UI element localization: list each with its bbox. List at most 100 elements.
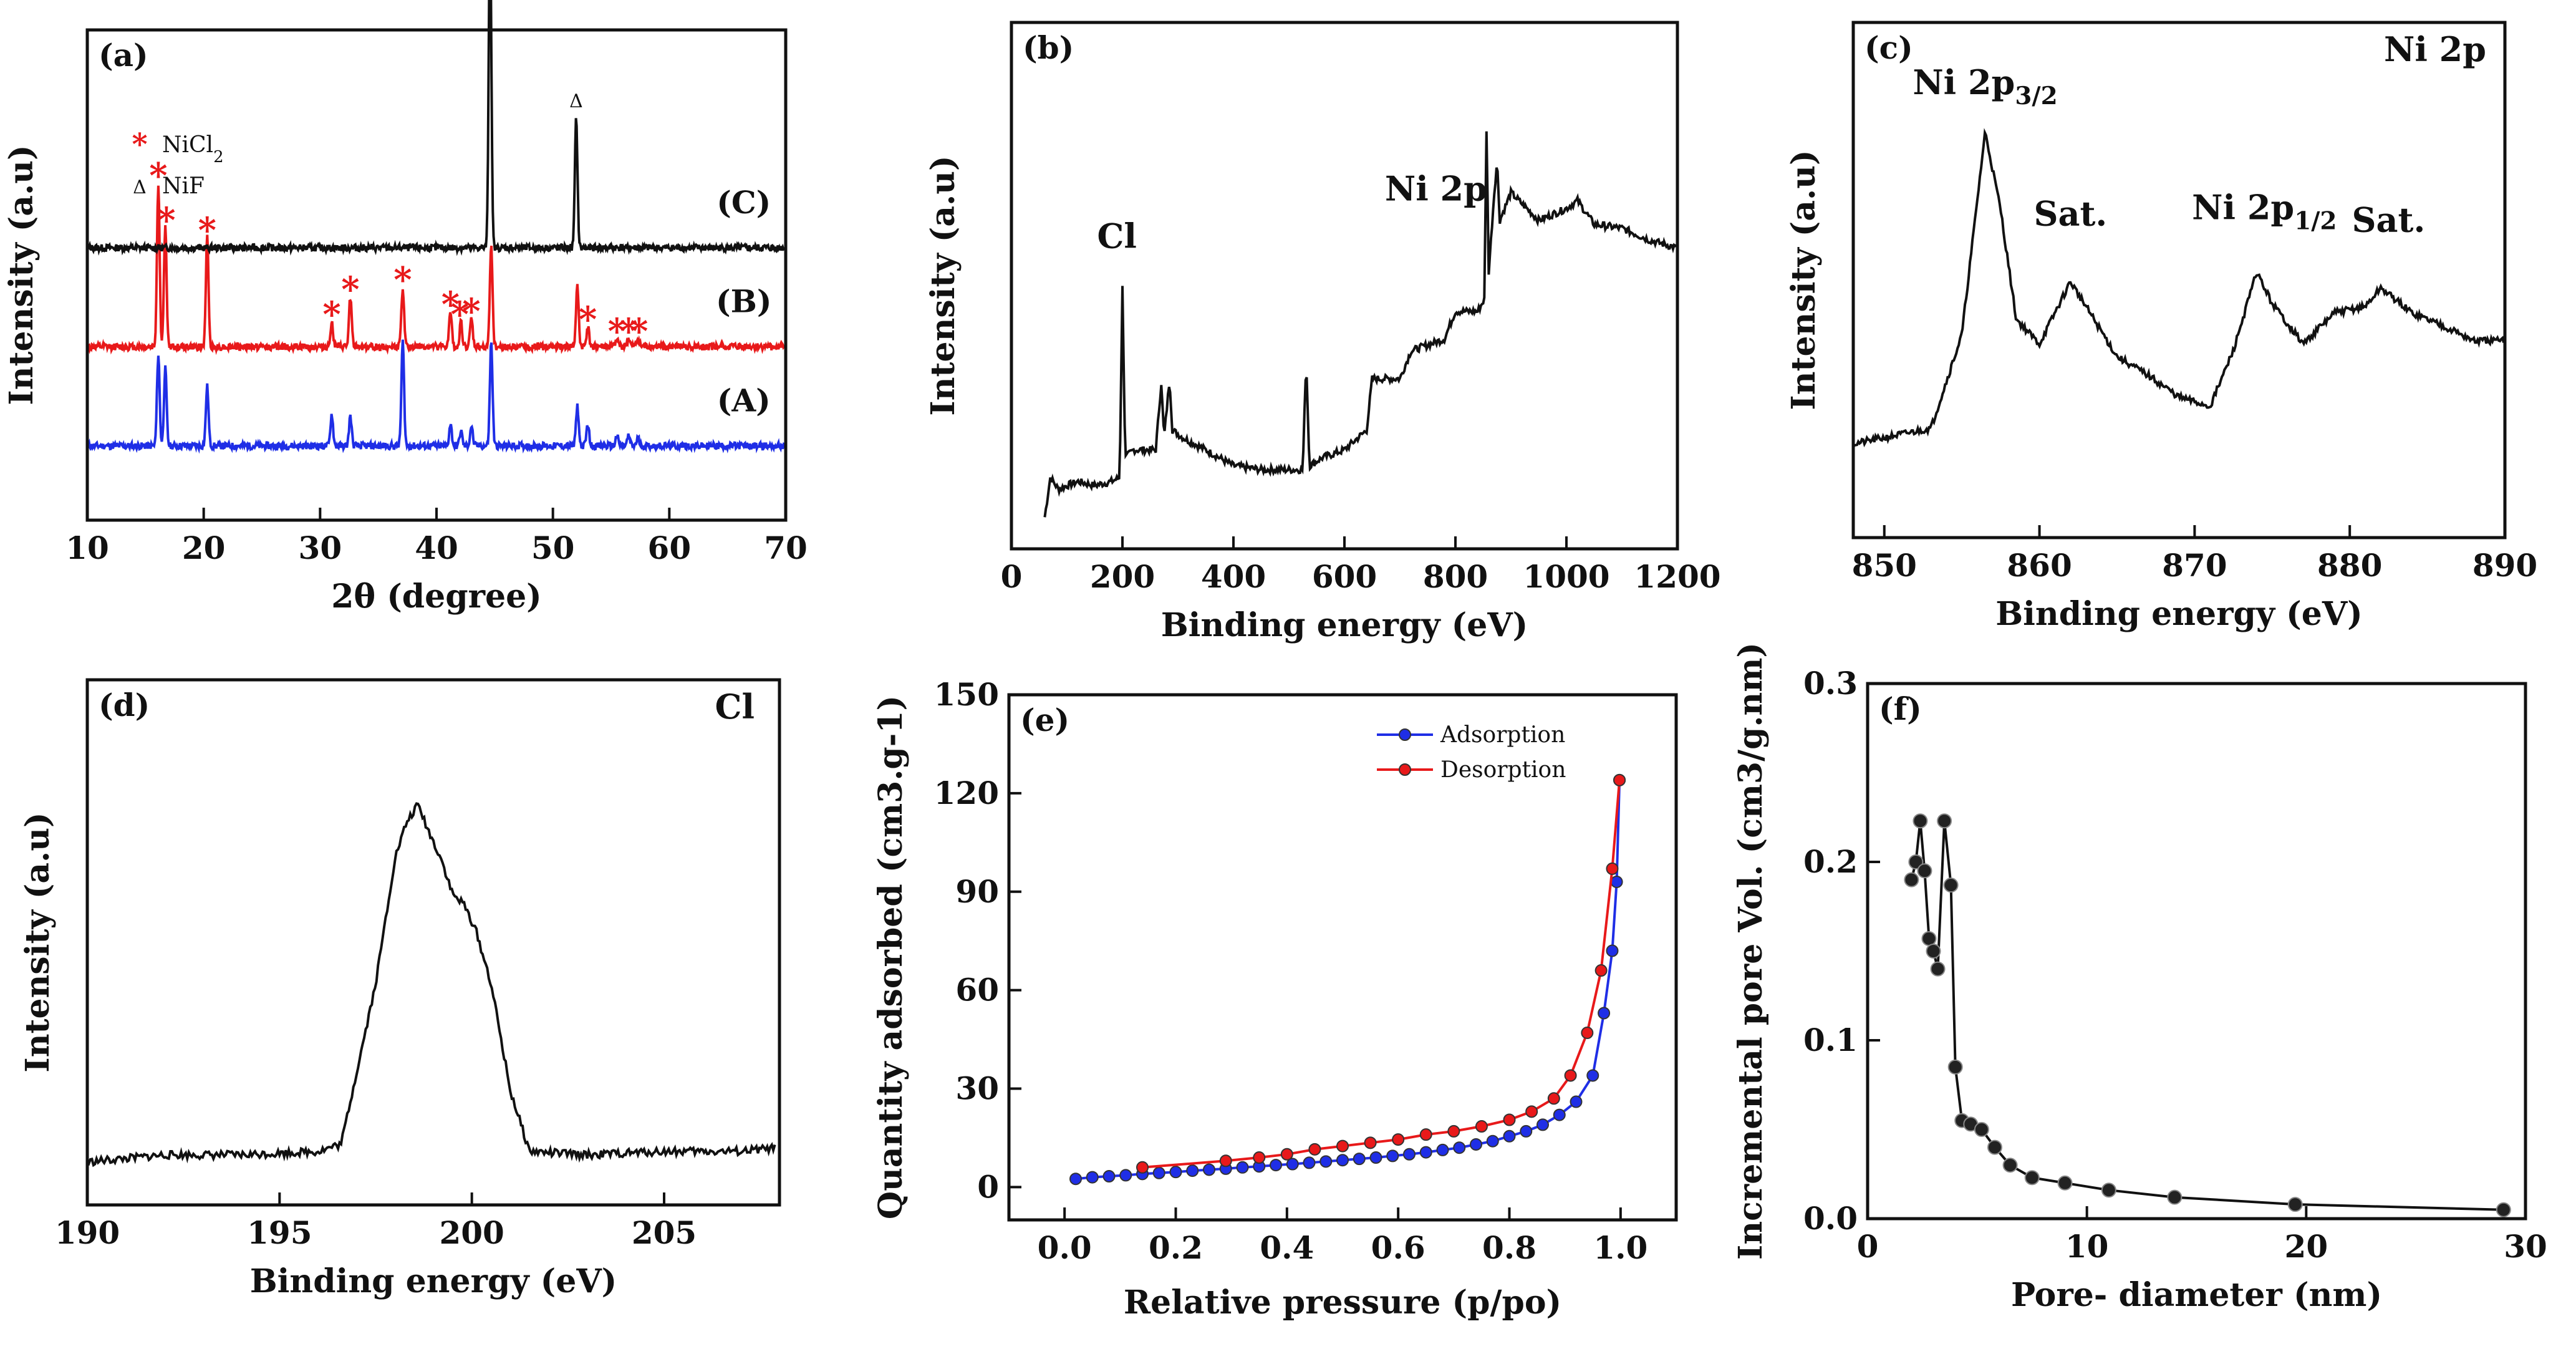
x-tick-label: 850 <box>1852 547 1917 584</box>
adsorption-point <box>1570 1095 1583 1108</box>
y-axis-title: Quantity adsorbed (cm3.g-1) <box>872 695 910 1219</box>
x-tick-label: 880 <box>2317 547 2382 584</box>
adsorption-point <box>1503 1129 1516 1143</box>
x-tick-label: 10 <box>65 530 109 566</box>
y-tick-label: 150 <box>934 676 999 713</box>
desorption-point <box>1581 1027 1594 1040</box>
adsorption-point <box>1203 1163 1215 1176</box>
pore-volume-point <box>1926 944 1941 959</box>
desorption-point <box>1447 1124 1460 1138</box>
nif-marker: Δ <box>569 90 583 112</box>
pore-volume-point <box>1917 863 1932 879</box>
legend-marker <box>1399 763 1411 776</box>
legend-nicl2-main: NiCl <box>162 132 213 158</box>
annotation-ni2p12-main: Ni 2p <box>2192 187 2294 227</box>
x-tick-label: 205 <box>632 1214 697 1251</box>
desorption-point <box>1503 1113 1516 1126</box>
panel-d-frame <box>85 678 781 1207</box>
annotation-sat: Sat. <box>2352 200 2426 239</box>
y-axis-title: Intensity (a.u) <box>924 155 962 415</box>
desorption-point <box>1564 1069 1577 1082</box>
x-tick-label: 1.0 <box>1593 1229 1647 1266</box>
legend-nicl2: NiCl2 <box>162 132 224 167</box>
nicl2-marker: * <box>198 210 216 251</box>
annotation-ni2p12-sub: 1/2 <box>2294 206 2337 235</box>
nicl2-marker: * <box>630 311 648 352</box>
desorption-point <box>1364 1136 1377 1149</box>
panel-e-frame <box>1007 693 1678 1222</box>
series-A-line <box>87 339 786 454</box>
desorption-point <box>1547 1092 1560 1105</box>
nicl2-marker: * <box>462 291 480 332</box>
x-tick-label: 0.4 <box>1260 1229 1314 1266</box>
legend-symbol: Δ <box>133 177 147 198</box>
adsorption-point <box>1586 1069 1599 1082</box>
y-axis-title: Intensity (a.u) <box>1785 150 1823 410</box>
y-axis-title: Intensity (a.u) <box>2 145 41 405</box>
adsorption-point <box>1336 1154 1349 1167</box>
pore-volume-point <box>1908 854 1924 869</box>
adsorption-point <box>1270 1159 1282 1172</box>
adsorption-point <box>1536 1118 1549 1131</box>
nicl2-marker: * <box>157 200 175 241</box>
adsorption-point <box>1169 1166 1182 1179</box>
pore-volume-point <box>1937 813 1952 829</box>
adsorption-point <box>1598 1007 1611 1020</box>
series-label: (B) <box>716 283 772 320</box>
desorption-point <box>1308 1143 1321 1156</box>
adsorption-point <box>1520 1124 1533 1138</box>
annotation-ni2p12: Ni 2p1/2 <box>2192 187 2337 235</box>
x-tick-label: 0.2 <box>1149 1229 1203 1266</box>
y-axis-title: Incremental pore Vol. (cm3/g.nm) <box>1732 642 1770 1260</box>
desorption-point <box>1594 964 1608 977</box>
adsorption-point <box>1369 1151 1382 1164</box>
pore-volume-point <box>1987 1139 2002 1155</box>
panel-label: (b) <box>1023 29 1074 66</box>
adsorption-point <box>1436 1143 1449 1156</box>
adsorption-point <box>1606 944 1619 957</box>
pore-volume-point <box>2002 1158 2018 1173</box>
desorption-point <box>1613 773 1626 786</box>
x-tick-label: 20 <box>2285 1228 2328 1265</box>
series-C-line <box>87 0 786 256</box>
desorption-point <box>1606 862 1619 875</box>
series-label: (C) <box>716 184 771 221</box>
desorption-point <box>1525 1105 1538 1118</box>
annotation-cl: Cl <box>1097 216 1137 256</box>
panel-f-frame <box>1866 682 2527 1221</box>
desorption-point <box>1475 1120 1488 1133</box>
adsorption-point <box>1486 1134 1499 1148</box>
pore-volume-point <box>2496 1202 2511 1217</box>
x-tick-label: 0.8 <box>1482 1229 1536 1266</box>
pore-volume-point <box>1904 872 1919 887</box>
adsorption-point <box>1186 1164 1199 1177</box>
x-tick-label: 20 <box>182 530 226 566</box>
desorption-point <box>1336 1139 1349 1153</box>
nicl2-marker: * <box>451 294 469 335</box>
x-tick-label: 1000 <box>1523 558 1609 595</box>
panel-label: (c) <box>1864 29 1913 66</box>
nicl2-marker: * <box>608 311 626 352</box>
adsorption-point <box>1069 1173 1082 1186</box>
adsorption-point <box>1102 1170 1116 1183</box>
pore-volume-point <box>1930 961 1946 977</box>
series-B-line <box>87 185 785 355</box>
x-axis-title: 2θ (degree) <box>331 578 542 616</box>
legend-desorption: Desorption <box>1440 757 1566 783</box>
annotation-sat: Sat. <box>2033 193 2107 233</box>
annotation-ni2p32-sub: 3/2 <box>2015 82 2057 110</box>
panel-c-frame <box>1851 21 2507 539</box>
legend-marker <box>1399 728 1411 741</box>
panel-label: (d) <box>99 687 150 723</box>
adsorption-point <box>1353 1153 1366 1166</box>
x-tick-label: 870 <box>2162 547 2227 584</box>
adsorption-point <box>1470 1138 1482 1151</box>
nicl2-marker: * <box>393 259 412 301</box>
x-tick-label: 0 <box>1001 558 1023 595</box>
x-axis-title: Binding energy (eV) <box>250 1262 617 1300</box>
panel-label: (f) <box>1879 690 1922 727</box>
pore-volume-point <box>2167 1189 2183 1205</box>
y-tick-label: 60 <box>955 972 999 1008</box>
x-tick-label: 30 <box>2504 1228 2547 1265</box>
adsorption-point <box>1286 1158 1299 1171</box>
